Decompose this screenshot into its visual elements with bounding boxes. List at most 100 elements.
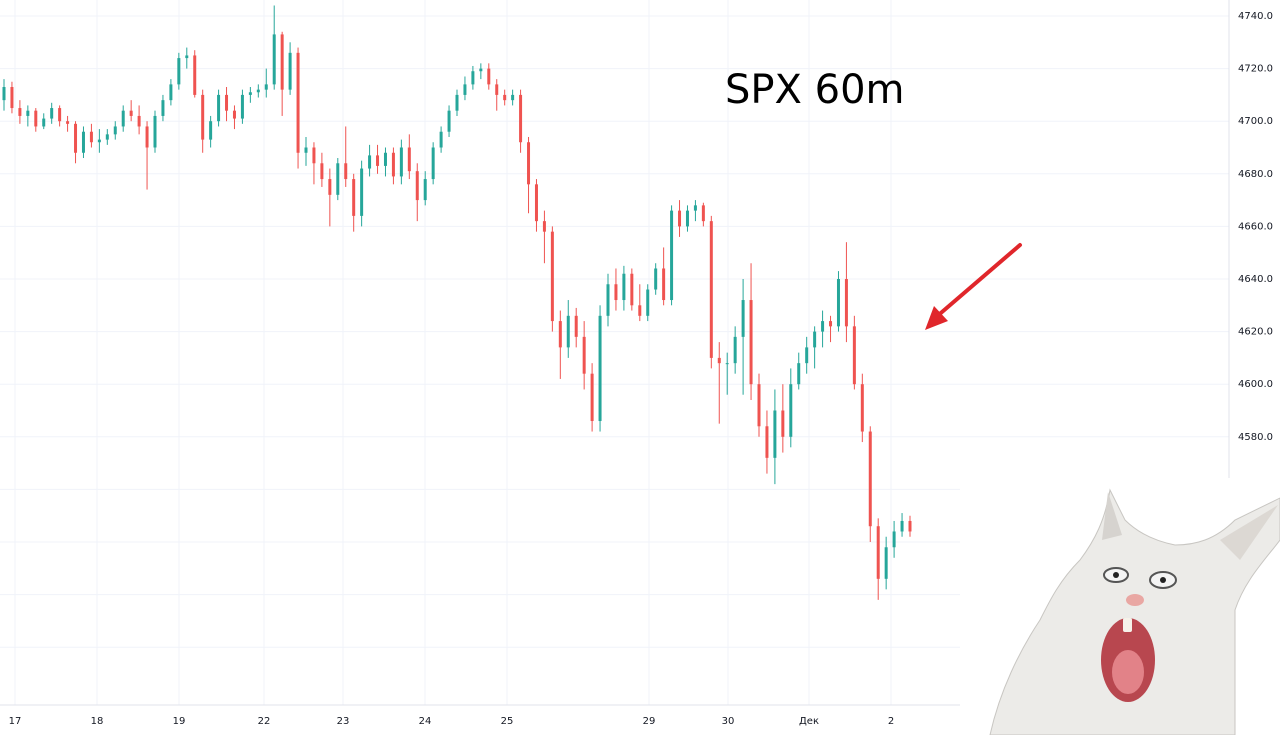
candle-body bbox=[741, 300, 745, 337]
candle-body bbox=[638, 305, 642, 316]
candle-body bbox=[280, 34, 284, 90]
candle-body bbox=[749, 300, 753, 385]
candle-body bbox=[368, 155, 372, 169]
candle-body bbox=[582, 336, 586, 374]
candle-body bbox=[2, 87, 6, 101]
candle-body bbox=[654, 268, 658, 290]
candle-body bbox=[622, 273, 626, 301]
time-tick-label: 19 bbox=[173, 716, 186, 727]
candle-body bbox=[113, 126, 117, 135]
candle-body bbox=[217, 94, 221, 122]
candle-body bbox=[193, 55, 197, 95]
candle-body bbox=[209, 121, 213, 140]
candle-body bbox=[566, 315, 570, 348]
candle-body bbox=[646, 289, 650, 316]
candle-body bbox=[304, 147, 308, 153]
cat-right-ear-icon bbox=[1220, 505, 1278, 560]
candle-body bbox=[487, 68, 491, 85]
time-tick-label: 17 bbox=[9, 716, 22, 727]
candle-body bbox=[455, 94, 459, 111]
time-tick-label: 30 bbox=[722, 716, 735, 727]
candle-body bbox=[590, 373, 594, 422]
candle-body bbox=[797, 363, 801, 385]
candles bbox=[2, 5, 912, 600]
cat-meme-image bbox=[960, 478, 1280, 735]
candle-body bbox=[908, 520, 912, 532]
price-axis[interactable]: 4740.0 4720.0 4700.0 4680.0 4660.0 4640.0 4620… bbox=[1238, 11, 1273, 443]
candle-body bbox=[471, 71, 475, 85]
candle-body bbox=[105, 134, 109, 140]
candle-body bbox=[360, 168, 364, 216]
candle-body bbox=[121, 110, 125, 127]
candle-body bbox=[312, 147, 316, 164]
candle-body bbox=[399, 147, 403, 177]
candle-body bbox=[527, 142, 531, 185]
candle-body bbox=[296, 52, 300, 153]
candle-body bbox=[423, 179, 427, 201]
cat-left-pupil-icon bbox=[1113, 572, 1119, 578]
price-tick-label: 4700.0 bbox=[1238, 116, 1273, 127]
arrow-head bbox=[925, 306, 948, 330]
candle-body bbox=[320, 163, 324, 180]
candle-body bbox=[852, 326, 856, 385]
candle-body bbox=[328, 179, 332, 195]
cat-right-pupil-icon bbox=[1160, 577, 1166, 583]
grid-lines bbox=[0, 0, 1229, 705]
candle-body bbox=[383, 152, 387, 166]
candle-body bbox=[264, 84, 268, 90]
candle-body bbox=[574, 315, 578, 337]
candle-body bbox=[415, 171, 419, 201]
candle-body bbox=[836, 279, 840, 327]
candle-body bbox=[376, 155, 380, 166]
time-tick-label: 24 bbox=[419, 716, 432, 727]
candle-body bbox=[129, 110, 133, 116]
candle-body bbox=[145, 126, 149, 148]
candle-body bbox=[717, 357, 721, 364]
candle-body bbox=[542, 221, 546, 232]
candle-body bbox=[391, 152, 395, 177]
candle-body bbox=[439, 131, 443, 148]
candle-body bbox=[630, 273, 634, 306]
candle-body bbox=[169, 84, 173, 101]
candle-body bbox=[876, 526, 880, 579]
candle-body bbox=[765, 426, 769, 458]
time-tick-label: 25 bbox=[501, 716, 514, 727]
candle-body bbox=[344, 163, 348, 180]
candle-body bbox=[606, 284, 610, 316]
price-tick-label: 4640.0 bbox=[1238, 274, 1273, 285]
candle-body bbox=[614, 284, 618, 301]
candle-body bbox=[884, 547, 888, 579]
candle-body bbox=[42, 118, 46, 127]
candle-body bbox=[781, 410, 785, 437]
candle-body bbox=[97, 139, 101, 143]
candle-body bbox=[733, 336, 737, 364]
cat-body bbox=[989, 488, 1280, 735]
cat-teeth-icon bbox=[1123, 618, 1132, 632]
candle-body bbox=[336, 163, 340, 195]
candle-body bbox=[50, 108, 54, 119]
candle-body bbox=[813, 331, 817, 348]
candle-body bbox=[662, 268, 666, 301]
candle-body bbox=[248, 92, 252, 95]
cat-nose-icon bbox=[1126, 594, 1144, 606]
candle-body bbox=[670, 210, 674, 301]
candle-body bbox=[58, 108, 62, 122]
candle-body bbox=[26, 110, 30, 116]
candle-body bbox=[550, 231, 554, 322]
arrow-annotation bbox=[925, 243, 1022, 330]
candle-body bbox=[805, 347, 809, 364]
candle-body bbox=[701, 205, 705, 222]
candle-body bbox=[161, 100, 165, 116]
candle-body bbox=[511, 94, 515, 101]
candle-body bbox=[431, 147, 435, 180]
time-tick-label: 23 bbox=[337, 716, 350, 727]
time-axis[interactable]: 17 18 19 22 23 24 25 29 30 Дек 2 bbox=[9, 716, 895, 727]
price-tick-label: 4620.0 bbox=[1238, 327, 1273, 338]
candle-body bbox=[709, 221, 713, 358]
candle-body bbox=[153, 115, 157, 148]
candle-body bbox=[558, 321, 562, 348]
candle-body bbox=[352, 179, 356, 216]
price-tick-label: 4660.0 bbox=[1238, 221, 1273, 232]
